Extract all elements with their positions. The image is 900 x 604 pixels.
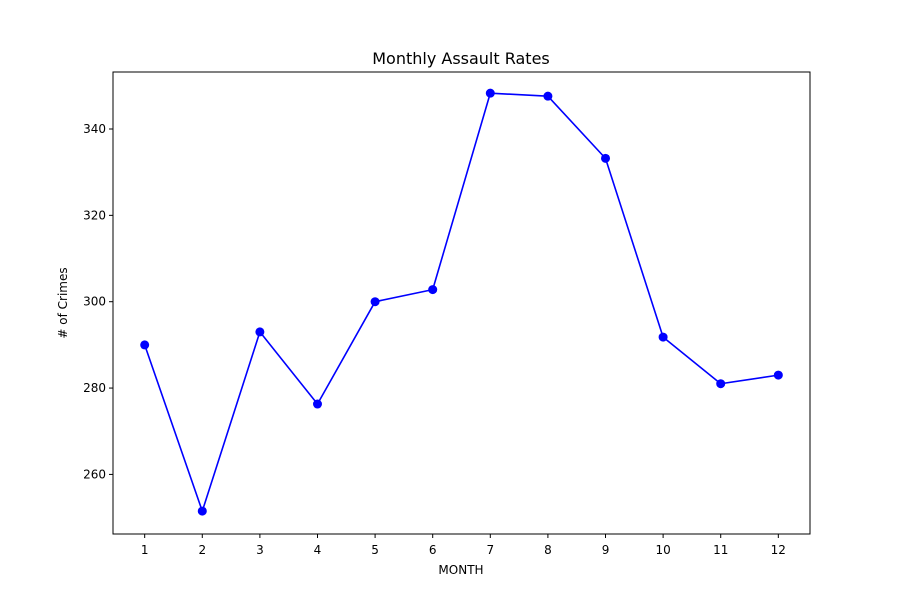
x-tick-label: 4 (314, 543, 322, 557)
data-point (428, 285, 438, 295)
plot-area (140, 88, 783, 516)
y-tick-label: 320 (83, 208, 106, 222)
x-tick-label: 11 (713, 543, 728, 557)
data-point (370, 297, 380, 307)
y-tick-label: 260 (83, 467, 106, 481)
plot-frame (112, 71, 811, 535)
y-tick-label: 340 (83, 122, 106, 136)
x-tick-label: 1 (141, 543, 149, 557)
data-point (312, 399, 322, 409)
data-point (716, 379, 726, 389)
x-tick-label: 10 (655, 543, 670, 557)
x-tick-label: 2 (198, 543, 206, 557)
x-tick-label: 3 (256, 543, 264, 557)
y-tick-label: 280 (83, 381, 106, 395)
data-point (255, 327, 265, 337)
x-tick-label: 9 (602, 543, 610, 557)
data-point (543, 91, 553, 101)
chart-title: Monthly Assault Rates (372, 49, 550, 68)
series-line (143, 92, 779, 512)
data-point (773, 370, 783, 380)
x-axis-label: MONTH (438, 563, 483, 577)
x-tick-label: 12 (771, 543, 786, 557)
y-axis: 260 280 300 320 340 (83, 122, 113, 481)
x-axis: 1 2 3 4 5 6 7 8 9 10 11 12 (141, 534, 786, 557)
x-tick-label: 7 (486, 543, 494, 557)
data-point (658, 332, 668, 342)
x-tick-label: 8 (544, 543, 552, 557)
y-axis-label: # of Crimes (56, 267, 70, 338)
data-point (197, 506, 207, 516)
data-point (140, 340, 150, 350)
x-tick-label: 6 (429, 543, 437, 557)
y-tick-label: 300 (83, 295, 106, 309)
data-point (485, 88, 495, 98)
x-tick-label: 5 (371, 543, 379, 557)
data-point (601, 153, 611, 163)
